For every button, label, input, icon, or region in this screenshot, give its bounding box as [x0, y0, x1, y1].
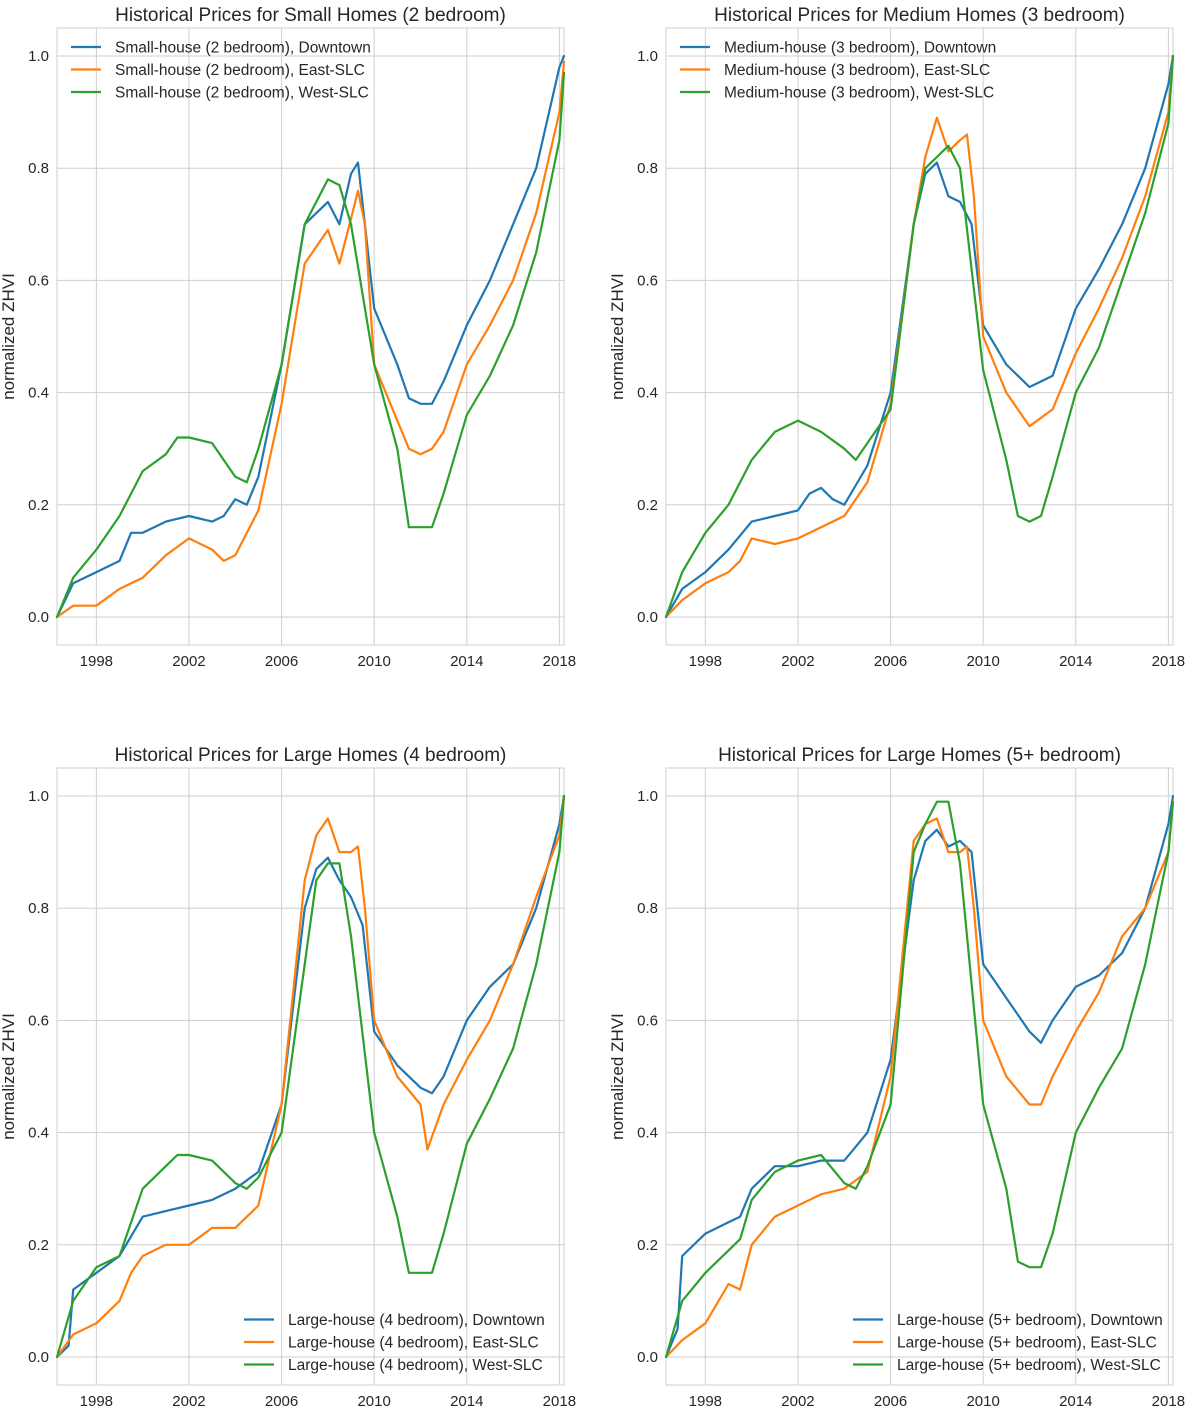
legend-label-3: Small-house (2 bedroom), West-SLC [115, 85, 369, 102]
y-tick-label: 0.4 [637, 385, 658, 402]
plot-frame [665, 27, 1174, 646]
series-line-1 [664, 54, 1175, 619]
x-tick-label: 2006 [265, 1393, 298, 1410]
y-axis-label: normalized ZHVI [0, 273, 18, 400]
legend-label-2: Large-house (4 bedroom), East-SLC [288, 1335, 539, 1352]
x-tick-label: 2002 [172, 1393, 205, 1410]
y-tick-label: 0.6 [637, 272, 658, 289]
x-tick-label: 2014 [1059, 653, 1092, 670]
y-tick-label: 1.0 [28, 48, 49, 65]
y-tick-label: 0.2 [637, 497, 658, 514]
legend-label-3: Medium-house (3 bedroom), West-SLC [724, 85, 994, 102]
legend: Small-house (2 bedroom), Downtown Small-h… [71, 40, 371, 102]
series-line-1 [55, 794, 566, 1359]
y-tick-label: 0.4 [28, 1125, 49, 1142]
series-line-2 [664, 800, 1175, 1359]
y-tick-label: 0.8 [28, 160, 49, 177]
plot-frame [665, 767, 1174, 1386]
y-tick-label: 1.0 [637, 48, 658, 65]
y-tick-label: 0.0 [28, 1349, 49, 1366]
x-tick-label: 2002 [172, 653, 205, 670]
chart-title: Historical Prices for Medium Homes (3 be… [714, 5, 1125, 26]
y-axis-label: normalized ZHVI [0, 1013, 18, 1140]
legend: Medium-house (3 bedroom), Downtown Medium… [680, 40, 996, 102]
y-tick-label: 0.8 [637, 160, 658, 177]
gridlines [666, 768, 1173, 1385]
x-tick-label: 2006 [874, 653, 907, 670]
series-line-3 [55, 794, 566, 1359]
x-tick-label: 1998 [80, 653, 113, 670]
legend-label-3: Large-house (5+ bedroom), West-SLC [897, 1357, 1161, 1374]
x-tick-label: 2018 [543, 1393, 576, 1410]
legend-label-2: Large-house (5+ bedroom), East-SLC [897, 1335, 1157, 1352]
y-axis-label: normalized ZHVI [608, 273, 627, 400]
y-tick-label: 0.6 [28, 1012, 49, 1029]
x-tick-label: 2018 [1152, 653, 1185, 670]
series-line-2 [664, 54, 1175, 619]
series-line-3 [55, 71, 566, 619]
x-tick-label: 2010 [357, 653, 390, 670]
legend: Large-house (4 bedroom), Downtown Large-h… [244, 1312, 545, 1374]
x-tick-label: 2014 [1059, 1393, 1092, 1410]
x-tick-label: 1998 [689, 1393, 722, 1410]
y-tick-label: 1.0 [28, 788, 49, 805]
y-axis-label: normalized ZHVI [608, 1013, 627, 1140]
x-tick-label: 2006 [874, 1393, 907, 1410]
y-tick-label: 0.0 [637, 609, 658, 626]
chart-title: Historical Prices for Small Homes (2 bed… [115, 5, 506, 26]
x-tick-label: 2018 [543, 653, 576, 670]
series-line-3 [664, 800, 1175, 1359]
x-tick-label: 2010 [966, 1393, 999, 1410]
plot-frame [56, 27, 565, 646]
chart-panel-large-homes-5br: Historical Prices for Large Homes (5+ be… [608, 745, 1185, 1410]
x-tick-label: 2018 [1152, 1393, 1185, 1410]
y-tick-label: 0.0 [28, 609, 49, 626]
y-tick-label: 0.2 [28, 497, 49, 514]
x-tick-label: 2006 [265, 653, 298, 670]
y-tick-label: 0.4 [637, 1125, 658, 1142]
chart-panel-large-homes-4br: Historical Prices for Large Homes (4 bed… [0, 745, 576, 1410]
chart-panel-small-homes: Historical Prices for Small Homes (2 bed… [0, 5, 576, 670]
chart-panel-medium-homes: Historical Prices for Medium Homes (3 be… [608, 5, 1185, 670]
series-line-2 [55, 60, 566, 619]
series-line-1 [55, 54, 566, 619]
x-tick-label: 1998 [689, 653, 722, 670]
y-tick-label: 1.0 [637, 788, 658, 805]
x-tick-label: 2014 [450, 1393, 483, 1410]
legend-label-3: Large-house (4 bedroom), West-SLC [288, 1357, 543, 1374]
y-tick-label: 0.8 [637, 900, 658, 917]
series-line-2 [55, 794, 566, 1359]
x-tick-label: 2010 [357, 1393, 390, 1410]
x-tick-label: 2014 [450, 653, 483, 670]
y-tick-label: 0.0 [637, 1349, 658, 1366]
y-tick-label: 0.4 [28, 385, 49, 402]
plot-frame [56, 767, 565, 1386]
chart-title: Historical Prices for Large Homes (4 bed… [115, 745, 507, 766]
legend-label-1: Small-house (2 bedroom), Downtown [115, 40, 371, 57]
y-tick-label: 0.2 [637, 1237, 658, 1254]
gridlines [666, 28, 1173, 645]
x-tick-label: 2010 [966, 653, 999, 670]
legend-label-2: Medium-house (3 bedroom), East-SLC [724, 62, 990, 79]
y-tick-label: 0.8 [28, 900, 49, 917]
gridlines [57, 768, 564, 1385]
legend-label-1: Large-house (5+ bedroom), Downtown [897, 1312, 1163, 1329]
x-tick-label: 1998 [80, 1393, 113, 1410]
chart-title: Historical Prices for Large Homes (5+ be… [718, 745, 1121, 766]
legend-label-1: Large-house (4 bedroom), Downtown [288, 1312, 545, 1329]
y-tick-label: 0.6 [28, 272, 49, 289]
y-tick-label: 0.6 [637, 1012, 658, 1029]
y-tick-label: 0.2 [28, 1237, 49, 1254]
series-line-1 [664, 794, 1175, 1359]
legend-label-1: Medium-house (3 bedroom), Downtown [724, 40, 996, 57]
x-tick-label: 2002 [781, 1393, 814, 1410]
gridlines [57, 28, 564, 645]
legend: Large-house (5+ bedroom), Downtown Large-… [853, 1312, 1163, 1374]
x-tick-label: 2002 [781, 653, 814, 670]
legend-label-2: Small-house (2 bedroom), East-SLC [115, 62, 365, 79]
series-line-3 [664, 54, 1175, 619]
